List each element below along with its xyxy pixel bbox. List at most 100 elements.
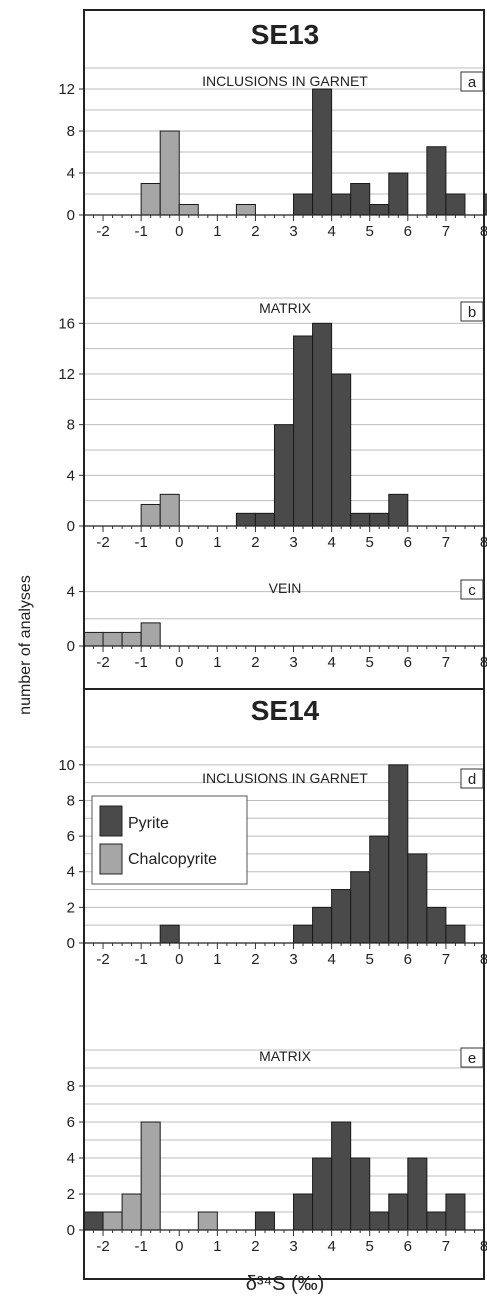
x-tick-label: 6 bbox=[404, 223, 412, 240]
sample-title-se14: SE14 bbox=[251, 695, 320, 726]
bar-pyrite bbox=[293, 193, 314, 216]
bar-pyrite bbox=[369, 1211, 390, 1231]
x-tick-label: 2 bbox=[251, 223, 259, 240]
x-tick-label: 5 bbox=[366, 223, 374, 240]
x-tick-label: 0 bbox=[175, 1238, 183, 1255]
bar-pyrite bbox=[235, 512, 256, 527]
panel-letter: d bbox=[468, 771, 476, 788]
bar-pyrite bbox=[407, 853, 428, 944]
x-tick-label: 5 bbox=[366, 654, 374, 671]
x-tick-label: 5 bbox=[366, 951, 374, 968]
x-tick-label: 5 bbox=[366, 1238, 374, 1255]
bar-pyrite bbox=[312, 88, 333, 216]
y-tick-label: 0 bbox=[67, 935, 75, 952]
x-tick-label: 2 bbox=[251, 534, 259, 551]
x-tick-label: 0 bbox=[175, 951, 183, 968]
x-tick-label: -2 bbox=[96, 654, 109, 671]
y-tick-label: 2 bbox=[67, 1186, 75, 1203]
bar-pyrite bbox=[331, 373, 352, 527]
panel-letter: c bbox=[468, 582, 476, 599]
bar-pyrite bbox=[293, 335, 314, 527]
panel-letter: b bbox=[468, 304, 476, 321]
y-tick-label: 0 bbox=[67, 518, 75, 535]
bar-pyrite bbox=[254, 512, 275, 527]
x-tick-label: 4 bbox=[327, 534, 335, 551]
x-tick-label: 6 bbox=[404, 951, 412, 968]
bar-pyrite bbox=[350, 1157, 371, 1231]
bar-pyrite bbox=[445, 193, 466, 216]
panel-title: INCLUSIONS IN GARNET bbox=[202, 770, 368, 786]
y-tick-label: 0 bbox=[67, 1222, 75, 1239]
x-tick-label: 5 bbox=[366, 534, 374, 551]
bar-pyrite bbox=[388, 764, 409, 944]
x-tick-label: 7 bbox=[442, 1238, 450, 1255]
y-tick-label: 16 bbox=[58, 315, 75, 332]
x-tick-label: -2 bbox=[96, 951, 109, 968]
legend-swatch-pyrite bbox=[99, 805, 123, 837]
x-tick-label: 3 bbox=[289, 951, 297, 968]
x-tick-label: 3 bbox=[289, 534, 297, 551]
bar-pyrite bbox=[312, 322, 333, 527]
bar-pyrite bbox=[388, 493, 409, 527]
bar-pyrite bbox=[388, 1193, 409, 1231]
x-tick-label: 2 bbox=[251, 654, 259, 671]
y-tick-label: 6 bbox=[67, 1114, 75, 1131]
y-tick-label: 10 bbox=[58, 757, 75, 774]
x-tick-label: 6 bbox=[404, 654, 412, 671]
x-tick-label: -2 bbox=[96, 223, 109, 240]
x-tick-label: 7 bbox=[442, 223, 450, 240]
panel-title: MATRIX bbox=[259, 300, 312, 316]
legend-swatch-chalcopyrite bbox=[99, 843, 123, 875]
x-tick-label: 3 bbox=[289, 654, 297, 671]
x-tick-label: 7 bbox=[442, 534, 450, 551]
bar-chalcopyrite bbox=[121, 1193, 142, 1231]
x-tick-label: -1 bbox=[134, 1238, 147, 1255]
x-tick-label: 0 bbox=[175, 223, 183, 240]
bar-chalcopyrite bbox=[102, 631, 123, 647]
bar-pyrite bbox=[331, 1121, 352, 1231]
bar-chalcopyrite bbox=[159, 130, 180, 216]
x-tick-label: 4 bbox=[327, 1238, 335, 1255]
bar-pyrite bbox=[293, 924, 314, 944]
y-tick-label: 0 bbox=[67, 638, 75, 655]
bar-chalcopyrite bbox=[121, 631, 142, 647]
x-tick-label: 6 bbox=[404, 1238, 412, 1255]
x-tick-label: -1 bbox=[134, 654, 147, 671]
x-tick-label: 2 bbox=[251, 951, 259, 968]
bar-pyrite bbox=[426, 1211, 447, 1231]
x-tick-label: 3 bbox=[289, 223, 297, 240]
x-tick-label: -1 bbox=[134, 223, 147, 240]
bar-chalcopyrite bbox=[235, 204, 256, 216]
y-tick-label: 4 bbox=[67, 1150, 75, 1167]
legend-label-chalcopyrite: Chalcopyrite bbox=[128, 851, 217, 868]
bar-pyrite bbox=[369, 835, 390, 944]
x-tick-label: -1 bbox=[134, 951, 147, 968]
bar-pyrite bbox=[350, 512, 371, 527]
y-tick-label: 0 bbox=[67, 207, 75, 224]
bar-pyrite bbox=[331, 193, 352, 216]
x-tick-label: 1 bbox=[213, 534, 221, 551]
y-tick-label: 8 bbox=[67, 123, 75, 140]
bar-chalcopyrite bbox=[140, 183, 161, 216]
panel-c: -2 -1 0 1 2 3 4 5 6 7 804 VEIN c bbox=[67, 579, 487, 671]
y-tick-label: 4 bbox=[67, 467, 75, 484]
x-tick-label: -2 bbox=[96, 1238, 109, 1255]
x-tick-label: 1 bbox=[213, 223, 221, 240]
bar-pyrite bbox=[369, 204, 390, 216]
panel-title: INCLUSIONS IN GARNET bbox=[202, 73, 368, 89]
bar-pyrite bbox=[350, 183, 371, 216]
x-tick-label: -2 bbox=[96, 534, 109, 551]
x-tick-label: 7 bbox=[442, 654, 450, 671]
y-axis-label: number of analyses bbox=[17, 575, 34, 715]
x-tick-label: 1 bbox=[213, 1238, 221, 1255]
x-tick-label: 0 bbox=[175, 654, 183, 671]
bar-chalcopyrite bbox=[83, 631, 104, 647]
bar-chalcopyrite bbox=[140, 622, 161, 647]
legend-label-pyrite: Pyrite bbox=[128, 815, 169, 832]
bar-pyrite bbox=[407, 1157, 428, 1231]
bar-chalcopyrite bbox=[140, 503, 161, 527]
